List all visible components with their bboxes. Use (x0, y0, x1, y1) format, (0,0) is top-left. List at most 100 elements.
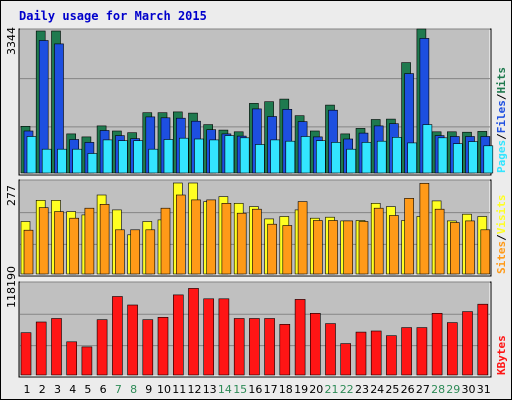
bar-pages-day-23 (361, 142, 372, 174)
bar-kbytes-day-12 (188, 288, 199, 376)
legend-hits: Hits (495, 67, 508, 94)
bar-kbytes-day-13 (203, 298, 214, 376)
bar-pages-day-13 (209, 139, 219, 174)
day-label-19: 19 (294, 383, 308, 396)
day-label-26: 26 (401, 383, 415, 396)
bar-pages-day-10 (163, 139, 174, 174)
bar-pages-day-24 (376, 140, 387, 174)
legend-separator: / (495, 93, 508, 100)
bar-sites-day-6 (99, 204, 110, 275)
day-label-17: 17 (264, 383, 278, 396)
bar-pages-day-1 (26, 136, 37, 174)
bar-pages-day-17 (270, 139, 280, 174)
day-label-29: 29 (446, 383, 460, 396)
bar-kbytes-day-28 (431, 312, 443, 376)
bar-sites-day-23 (358, 221, 369, 275)
bar-kbytes-day-6 (96, 319, 108, 376)
bar-kbytes-day-25 (386, 335, 397, 376)
day-label-28: 28 (431, 383, 445, 396)
bar-pages-day-4 (72, 148, 82, 174)
day-label-27: 27 (416, 383, 430, 396)
bar-sites-day-18 (282, 225, 293, 275)
legend-separator: / (495, 133, 508, 140)
bar-sites-day-12 (191, 199, 201, 275)
bar-pages-day-9 (148, 148, 159, 174)
chart-title: Daily usage for March 2015 (19, 9, 207, 23)
bar-sites-day-11 (176, 194, 186, 275)
bar-sites-day-16 (252, 208, 262, 275)
bar-kbytes-day-31 (477, 303, 489, 376)
bar-pages-day-30 (468, 141, 478, 174)
bar-sites-day-9 (145, 229, 156, 275)
day-label-21: 21 (325, 383, 339, 396)
day-label-4: 4 (69, 383, 76, 396)
bar-pages-day-19 (300, 136, 311, 174)
bar-kbytes-day-26 (401, 327, 412, 376)
bar-sites-day-29 (449, 222, 460, 275)
bar-pages-day-20 (315, 140, 326, 174)
legend-pages: Pages (495, 140, 508, 173)
bar-sites-day-4 (69, 217, 79, 275)
legend-sites: Sites (495, 241, 508, 274)
bar-pages-day-5 (87, 153, 98, 174)
bar-sites-day-31 (480, 229, 491, 275)
bar-pages-day-22 (346, 148, 357, 174)
day-label-30: 30 (462, 383, 476, 396)
bar-sites-day-13 (206, 199, 216, 275)
bar-kbytes-day-5 (81, 346, 93, 376)
bar-pages-day-26 (407, 142, 417, 174)
day-label-24: 24 (370, 383, 384, 396)
panel-1-ymax-label: 277 (5, 185, 18, 206)
day-label-10: 10 (157, 383, 171, 396)
bar-sites-day-30 (465, 220, 475, 275)
day-label-8: 8 (130, 383, 137, 396)
bar-sites-day-22 (343, 220, 354, 275)
bar-kbytes-day-1 (20, 332, 32, 376)
legend-files: Files (495, 100, 508, 133)
day-label-25: 25 (385, 383, 399, 396)
bar-sites-day-25 (389, 215, 399, 275)
bar-kbytes-day-18 (279, 323, 291, 376)
bar-pages-day-12 (194, 138, 204, 174)
bar-kbytes-day-11 (173, 294, 184, 376)
bar-kbytes-day-4 (66, 341, 77, 376)
bar-sites-day-10 (160, 207, 171, 275)
bar-kbytes-day-7 (112, 296, 123, 376)
bar-pages-day-7 (118, 140, 128, 174)
bar-sites-day-15 (236, 212, 247, 275)
panel-2-ymax-label: 118190 (5, 266, 18, 308)
bar-kbytes-day-21 (325, 323, 336, 376)
bar-kbytes-day-20 (309, 312, 321, 376)
day-label-13: 13 (203, 383, 217, 396)
bar-sites-day-2 (38, 207, 49, 275)
bar-sites-day-28 (434, 208, 445, 275)
day-label-11: 11 (172, 383, 186, 396)
bar-sites-day-7 (115, 229, 125, 275)
bar-pages-day-6 (102, 139, 113, 174)
bar-pages-day-25 (392, 137, 402, 174)
bar-kbytes-day-3 (51, 318, 62, 376)
bar-kbytes-day-16 (249, 318, 260, 376)
bar-kbytes-day-29 (446, 322, 458, 376)
bar-pages-day-14 (224, 135, 235, 174)
legend-separator: / (495, 234, 508, 241)
day-label-5: 5 (84, 383, 91, 396)
bar-sites-day-24 (373, 207, 384, 275)
day-label-12: 12 (188, 383, 202, 396)
bar-sites-day-19 (297, 201, 308, 275)
bar-pages-day-15 (239, 137, 250, 174)
panel-0-legend: Pages/Files/Hits (495, 67, 508, 173)
bar-kbytes-day-8 (127, 304, 138, 376)
bar-sites-day-5 (84, 207, 95, 275)
day-label-15: 15 (233, 383, 247, 396)
bar-kbytes-day-22 (340, 343, 352, 376)
bar-sites-day-26 (404, 198, 414, 275)
bar-sites-day-17 (267, 223, 277, 275)
day-label-20: 20 (309, 383, 323, 396)
day-label-31: 31 (477, 383, 491, 396)
legend-visits: Visits (495, 195, 508, 235)
bar-pages-day-3 (57, 148, 67, 174)
legend-kbytes: KBytes (495, 335, 508, 375)
bar-pages-day-28 (437, 137, 448, 174)
